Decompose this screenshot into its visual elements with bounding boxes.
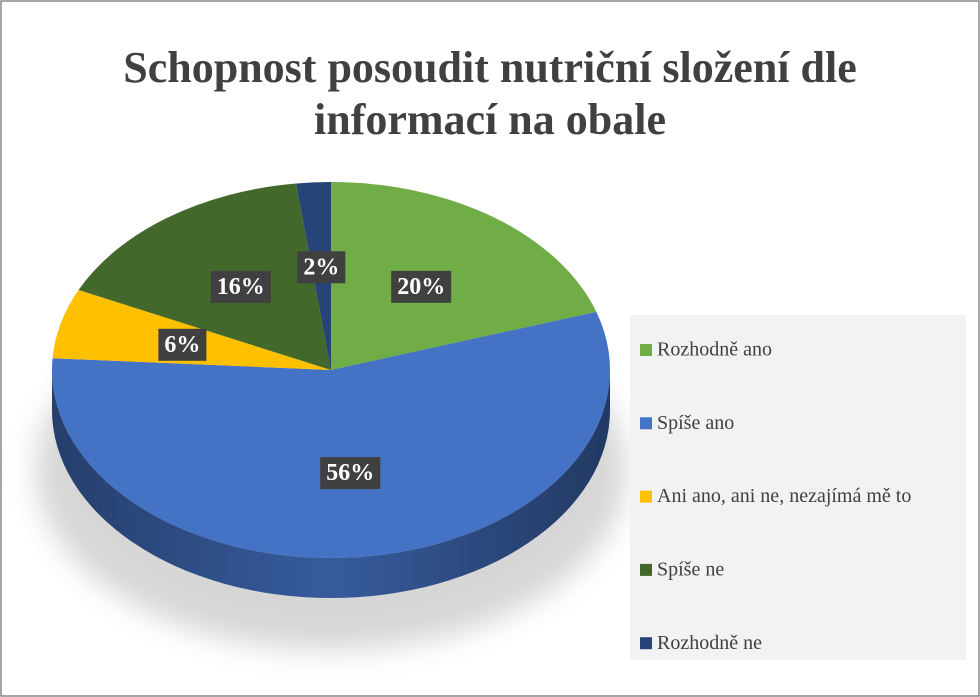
slice: [78, 183, 331, 370]
slice: [52, 311, 610, 558]
data-label: 6%: [164, 332, 200, 358]
legend-swatch: [640, 563, 652, 576]
legend-swatch: [640, 490, 652, 503]
data-label: 16%: [217, 274, 265, 300]
data-label: 20%: [397, 274, 445, 300]
legend-label: Rozhodně ne: [657, 632, 762, 654]
slice: [331, 182, 597, 370]
legend-box: [630, 315, 966, 660]
legend-label: Ani ano, ani ne, nezajímá mě to: [657, 485, 911, 507]
data-label-box: [391, 270, 452, 303]
chart-title: Schopnost posoudit nutriční složení dle …: [123, 43, 857, 144]
data-label: 56%: [326, 460, 374, 486]
legend-label: Spíše ano: [657, 412, 734, 434]
legend-swatch: [640, 344, 652, 356]
slice-side-shade: [52, 370, 610, 598]
data-label-box: [158, 328, 207, 361]
legend-label: Rozhodně ano: [657, 339, 772, 361]
legend-label: Spíše ne: [657, 558, 724, 580]
data-label-box: [297, 251, 346, 284]
data-label: 2%: [303, 254, 339, 280]
legend-swatch: [640, 417, 652, 430]
legend-swatch: [640, 637, 652, 650]
data-label-box: [320, 457, 381, 490]
data-label-box: [210, 270, 271, 303]
